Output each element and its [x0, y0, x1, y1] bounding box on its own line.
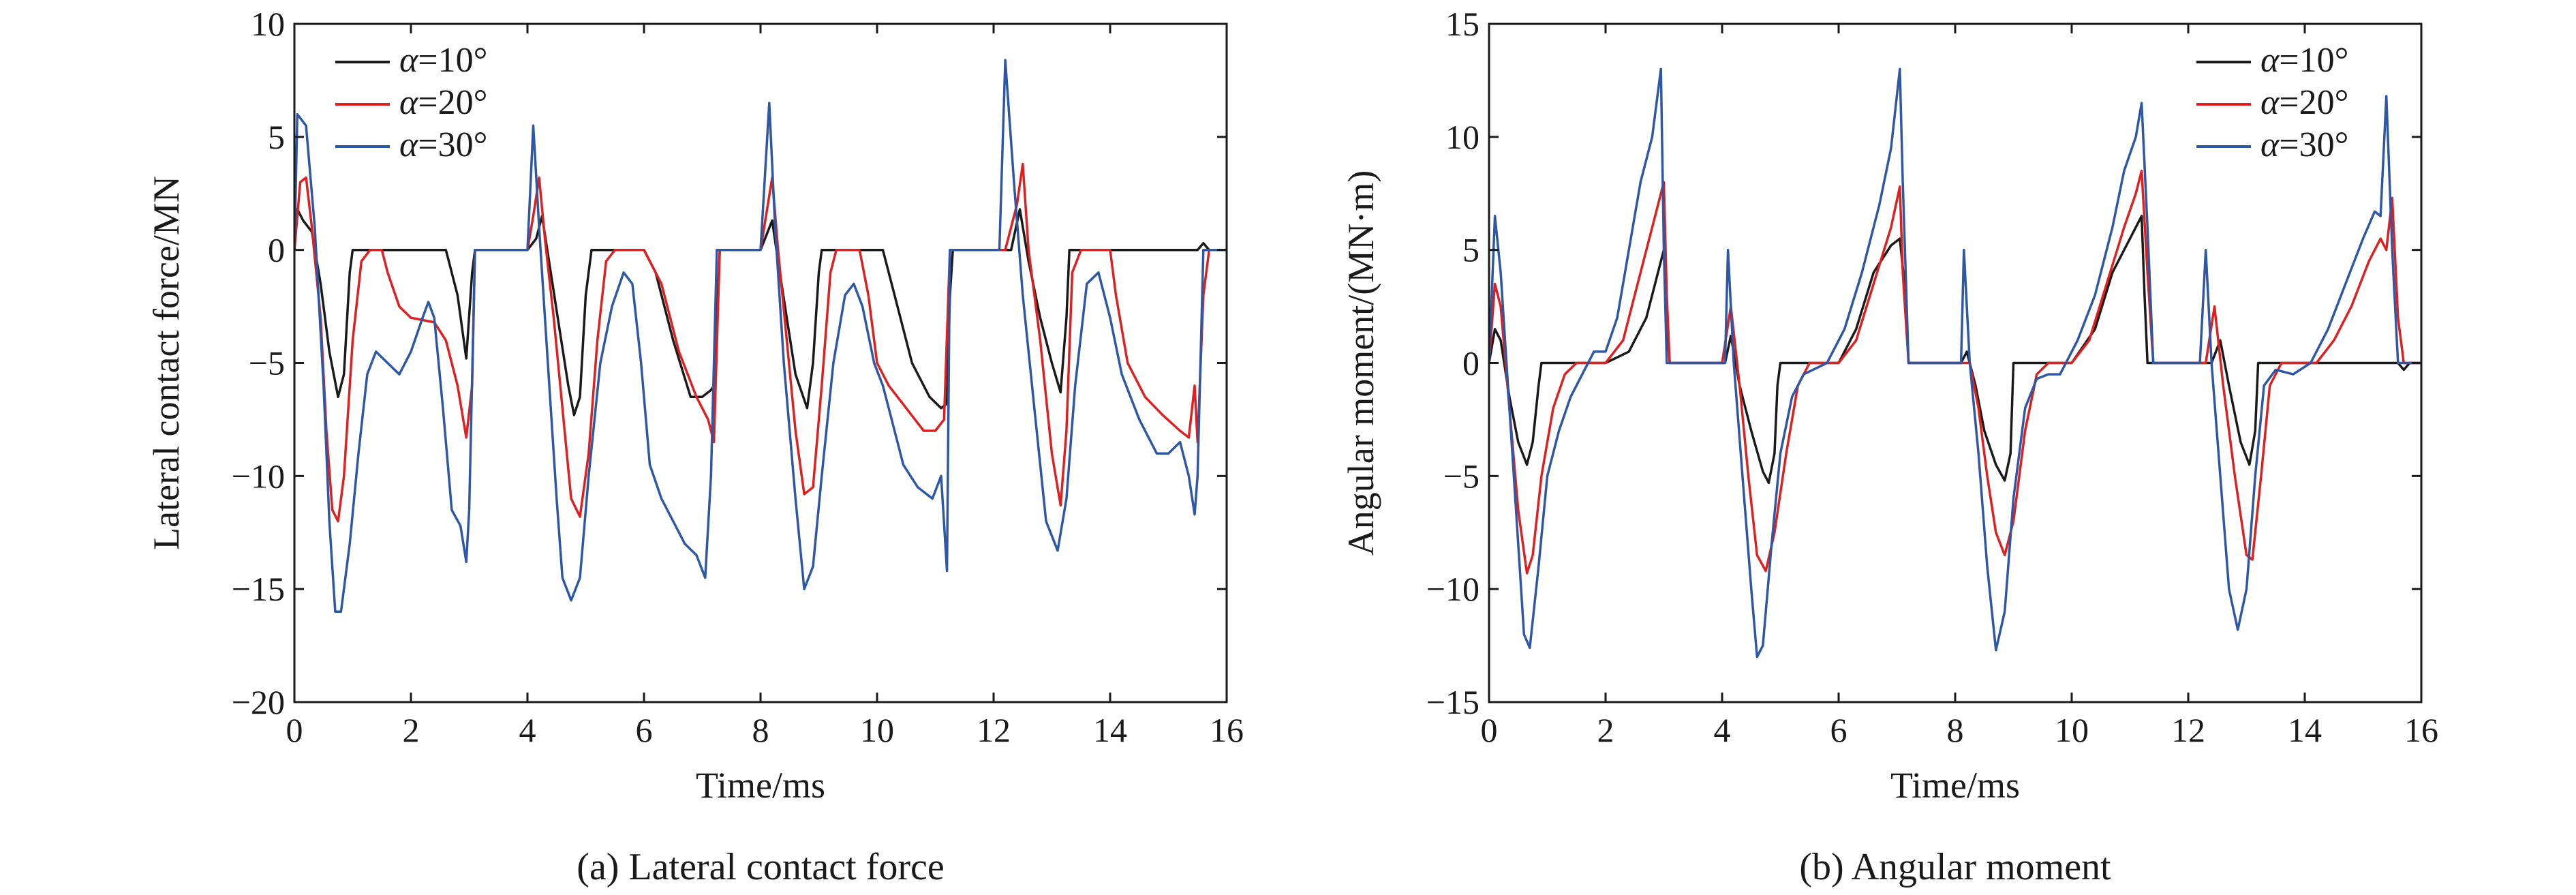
y-tick-label-a: 10	[251, 5, 285, 43]
y-axis-label-b: Angular moment/(MN·m)	[1340, 170, 1381, 556]
y-tick-label-a: −15	[232, 570, 285, 608]
y-tick-label-a: −20	[232, 683, 285, 721]
legend-alpha-symbol: α	[399, 125, 419, 164]
x-axis-label-b: Time/ms	[1890, 765, 2020, 806]
x-tick-label-b: 16	[2404, 711, 2438, 749]
legend-entry-b-alpha20: α=20°	[2260, 83, 2348, 122]
y-tick-label-a: −5	[249, 344, 285, 382]
legend-entry-a-alpha10: α=10°	[399, 41, 487, 80]
x-axis-label-a: Time/ms	[696, 765, 825, 806]
y-axis-label-a: Lateral contact force/MN	[146, 176, 187, 550]
legend-value: =10°	[2279, 41, 2348, 80]
y-tick-label-b: −10	[1426, 570, 1479, 608]
legend-b: α=10°α=20°α=30°	[2196, 41, 2348, 164]
legend-entry-a-alpha20: α=20°	[399, 83, 487, 122]
legend-value: =10°	[418, 41, 487, 80]
series-line-b-alpha10	[1489, 215, 2421, 485]
x-tick-label-a: 16	[1210, 711, 1244, 749]
x-tick-label-b: 6	[1830, 711, 1847, 749]
series-line-a-alpha30	[294, 59, 1227, 613]
legend-entry-b-alpha30: α=30°	[2260, 125, 2348, 164]
x-tick-label-b: 2	[1597, 711, 1614, 749]
x-tick-label-b: 12	[2171, 711, 2205, 749]
x-tick-label-a: 4	[519, 711, 536, 749]
legend-alpha-symbol: α	[2260, 83, 2280, 122]
y-tick-label-a: 0	[268, 231, 285, 269]
plot-lines-b	[1489, 67, 2421, 658]
plot-lines-a	[294, 59, 1227, 613]
legend-value: =30°	[2279, 125, 2348, 164]
y-tick-label-b: 5	[1462, 231, 1479, 269]
x-tick-label-b: 4	[1714, 711, 1731, 749]
x-tick-label-a: 0	[286, 711, 303, 749]
x-tick-label-b: 0	[1481, 711, 1498, 749]
y-tick-label-b: 10	[1445, 118, 1479, 156]
y-tick-label-a: 5	[268, 118, 285, 156]
x-tick-label-a: 12	[977, 711, 1011, 749]
x-tick-label-b: 14	[2288, 711, 2322, 749]
legend-alpha-symbol: α	[399, 41, 419, 80]
legend-value: =20°	[418, 83, 487, 122]
x-tick-label-b: 10	[2055, 711, 2089, 749]
caption-b: (b) Angular moment	[1799, 846, 2111, 888]
x-tick-label-a: 10	[860, 711, 894, 749]
x-tick-label-a: 14	[1093, 711, 1127, 749]
panel-lateral-contact-force: 0 2 4 6 8 10 12 14 16 −20 −15 −10 −5 0 5 10 Time/ms Lat…	[146, 5, 1244, 888]
series-line-a-alpha20	[294, 162, 1227, 523]
legend-alpha-symbol: α	[2260, 41, 2280, 80]
panel-angular-moment: 0 2 4 6 8 10 12 14 16 −15 −10 −5 0 5 10 15 Time/ms Angu…	[1340, 5, 2438, 888]
legend-value: =20°	[2279, 83, 2348, 122]
x-tick-label-a: 2	[403, 711, 420, 749]
legend-value: =30°	[418, 125, 487, 164]
series-line-b-alpha20	[1489, 169, 2421, 575]
legend-alpha-symbol: α	[2260, 125, 2280, 164]
legend-a: α=10°α=20°α=30°	[335, 41, 487, 164]
y-tick-label-a: −10	[232, 457, 285, 495]
series-line-b-alpha30	[1489, 67, 2421, 658]
x-tick-label-a: 6	[636, 711, 653, 749]
legend-entry-a-alpha30: α=30°	[399, 125, 487, 164]
legend-alpha-symbol: α	[399, 83, 419, 122]
ticks-a: 0 2 4 6 8 10 12 14 16 −20 −15 −10 −5 0 5 10	[232, 5, 1244, 749]
ticks-b: 0 2 4 6 8 10 12 14 16 −15 −10 −5 0 5 10 15	[1426, 5, 2438, 749]
y-tick-label-b: −15	[1426, 683, 1479, 721]
y-tick-label-b: −5	[1443, 457, 1479, 495]
caption-a: (a) Lateral contact force	[577, 846, 944, 888]
y-tick-label-b: 0	[1462, 344, 1479, 382]
x-tick-label-a: 8	[752, 711, 769, 749]
y-tick-label-b: 15	[1445, 5, 1479, 43]
legend-entry-b-alpha10: α=10°	[2260, 41, 2348, 80]
x-tick-label-b: 8	[1947, 711, 1964, 749]
